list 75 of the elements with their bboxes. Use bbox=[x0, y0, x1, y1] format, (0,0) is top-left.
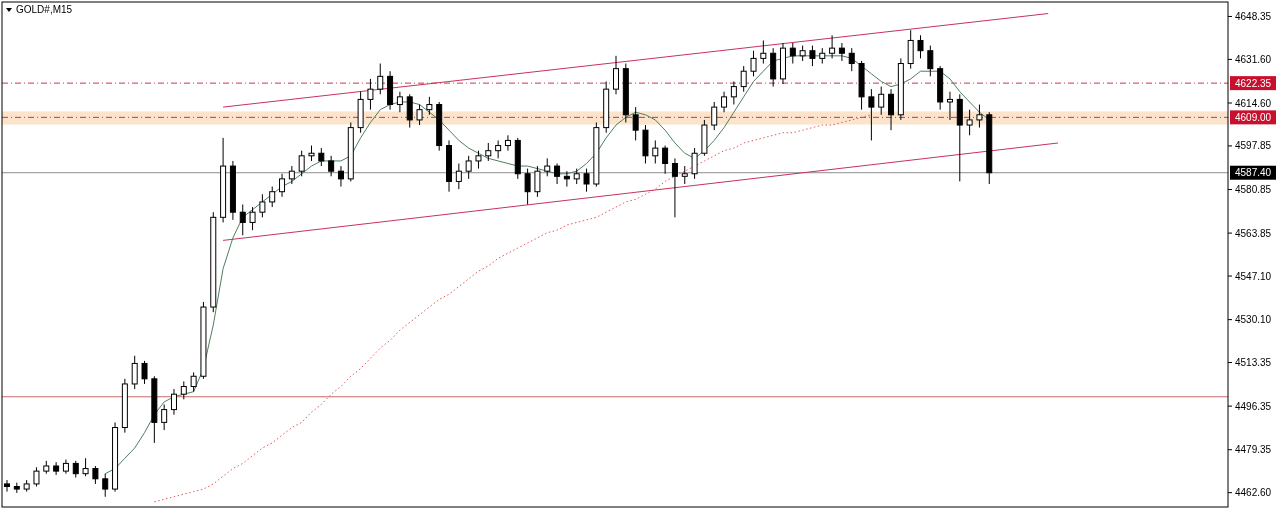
candlestick bbox=[711, 101, 718, 131]
candlestick bbox=[907, 29, 914, 70]
ref-line-label: 4622.35 bbox=[1235, 77, 1272, 89]
candlestick bbox=[583, 168, 590, 193]
candlestick bbox=[377, 63, 384, 95]
candlestick bbox=[740, 65, 747, 93]
candlestick bbox=[760, 39, 767, 65]
candlestick bbox=[966, 109, 973, 136]
candlestick bbox=[662, 145, 669, 175]
y-tick-label: 4479.35 bbox=[1235, 444, 1272, 456]
y-tick-label: 4614.60 bbox=[1235, 97, 1272, 109]
ref-line-label: 4609.00 bbox=[1235, 111, 1272, 123]
candlestick bbox=[613, 55, 619, 95]
y-tick-label: 4496.35 bbox=[1235, 400, 1272, 412]
candlestick bbox=[239, 204, 246, 236]
candlestick bbox=[406, 93, 413, 129]
y-tick-label: 4547.10 bbox=[1235, 270, 1272, 282]
y-tick-label: 4648.35 bbox=[1235, 10, 1272, 22]
ref-line-label: 4587.40 bbox=[1235, 167, 1272, 179]
candlestick bbox=[53, 461, 60, 476]
y-tick-label: 4631.60 bbox=[1235, 53, 1272, 65]
candlestick bbox=[976, 104, 983, 129]
candlestick bbox=[524, 168, 531, 206]
candlestick bbox=[809, 45, 816, 67]
y-tick-label: 4462.60 bbox=[1235, 487, 1272, 499]
y-tick-label: 4513.35 bbox=[1235, 357, 1272, 369]
candlestick bbox=[495, 139, 502, 159]
candlestick bbox=[504, 134, 511, 152]
candlestick bbox=[170, 388, 177, 416]
candlestick bbox=[721, 91, 728, 113]
candlestick bbox=[141, 360, 148, 385]
candlestick bbox=[691, 147, 698, 180]
candlestick bbox=[652, 139, 659, 164]
candlestick bbox=[878, 86, 885, 116]
candlestick bbox=[730, 80, 737, 106]
candlestick bbox=[848, 47, 855, 72]
candlestick bbox=[279, 173, 286, 198]
candlestick bbox=[131, 355, 138, 390]
candlestick bbox=[917, 34, 924, 59]
candlestick bbox=[838, 42, 845, 62]
candlestick bbox=[102, 473, 109, 498]
candlestick bbox=[563, 170, 570, 188]
candlestick bbox=[888, 88, 895, 131]
candlestick bbox=[671, 157, 678, 218]
candlestick bbox=[750, 50, 757, 77]
candlestick bbox=[33, 466, 40, 487]
y-tick-label: 4580.85 bbox=[1235, 184, 1272, 196]
line-series bbox=[153, 114, 872, 503]
candlestick bbox=[288, 165, 295, 185]
candlestick bbox=[946, 91, 953, 121]
candlestick bbox=[161, 403, 168, 431]
candlestick bbox=[337, 165, 344, 188]
chart-title: GOLD#,M15 bbox=[16, 4, 73, 15]
candlestick bbox=[249, 206, 256, 231]
candlestick bbox=[829, 34, 836, 59]
candlestick bbox=[868, 88, 875, 141]
candlestick bbox=[554, 163, 561, 185]
y-tick-label: 4597.85 bbox=[1235, 140, 1272, 152]
candlestick bbox=[190, 371, 197, 393]
candlestick bbox=[269, 186, 276, 208]
candlestick bbox=[328, 155, 335, 177]
y-tick-label: 4530.10 bbox=[1235, 314, 1272, 326]
candlestick bbox=[465, 155, 472, 180]
candlestick bbox=[396, 91, 403, 113]
candlestick bbox=[4, 479, 10, 493]
candlestick bbox=[455, 163, 462, 190]
candlestick bbox=[534, 165, 541, 198]
candlestick bbox=[789, 42, 796, 65]
candlestick bbox=[367, 78, 374, 111]
candlestick bbox=[927, 45, 934, 77]
candlestick bbox=[632, 106, 639, 141]
candlestick bbox=[259, 193, 266, 218]
candlestick bbox=[416, 104, 423, 126]
candlestick bbox=[298, 150, 305, 177]
y-tick-label: 4563.85 bbox=[1235, 227, 1272, 239]
